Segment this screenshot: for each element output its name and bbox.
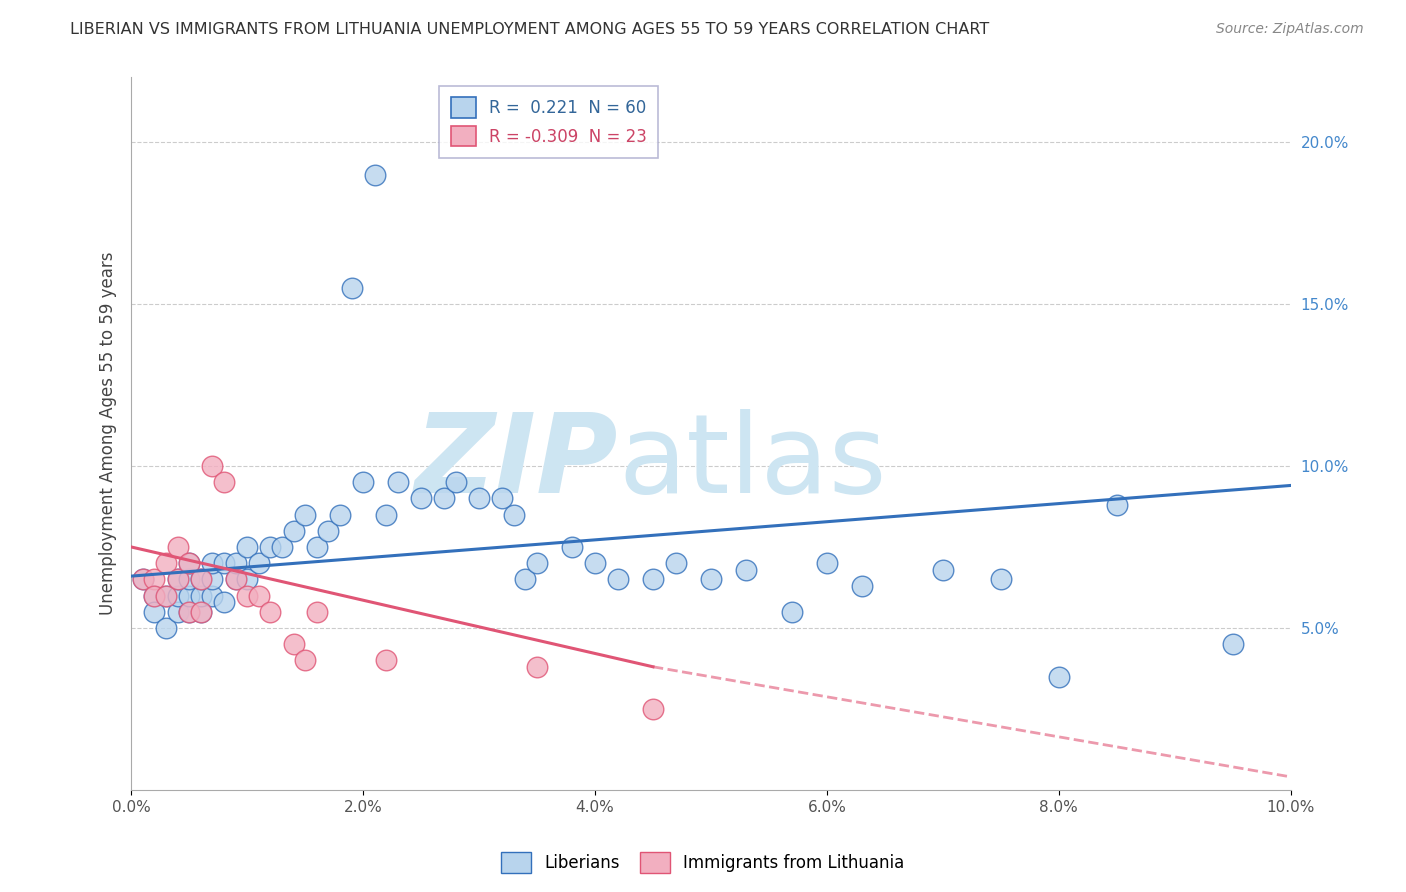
Point xyxy=(1105,498,1128,512)
Point xyxy=(491,491,513,506)
Legend: Liberians, Immigrants from Lithuania: Liberians, Immigrants from Lithuania xyxy=(495,846,911,880)
Point xyxy=(526,660,548,674)
Point xyxy=(583,556,606,570)
Point xyxy=(201,573,224,587)
Point xyxy=(387,475,409,490)
Point xyxy=(201,589,224,603)
Point xyxy=(641,702,664,716)
Text: LIBERIAN VS IMMIGRANTS FROM LITHUANIA UNEMPLOYMENT AMONG AGES 55 TO 59 YEARS COR: LIBERIAN VS IMMIGRANTS FROM LITHUANIA UN… xyxy=(70,22,990,37)
Point xyxy=(155,589,177,603)
Point xyxy=(179,589,201,603)
Point xyxy=(179,556,201,570)
Text: atlas: atlas xyxy=(619,409,887,516)
Point xyxy=(166,573,188,587)
Point xyxy=(179,605,201,619)
Point xyxy=(815,556,838,570)
Point xyxy=(734,563,756,577)
Point xyxy=(700,573,723,587)
Point xyxy=(190,589,212,603)
Text: Source: ZipAtlas.com: Source: ZipAtlas.com xyxy=(1216,22,1364,37)
Point xyxy=(247,556,270,570)
Point xyxy=(225,573,247,587)
Point xyxy=(190,605,212,619)
Point xyxy=(190,605,212,619)
Point xyxy=(225,573,247,587)
Point xyxy=(143,573,166,587)
Point xyxy=(190,573,212,587)
Point xyxy=(190,573,212,587)
Point xyxy=(283,524,305,538)
Point xyxy=(179,573,201,587)
Point xyxy=(236,589,259,603)
Point xyxy=(1047,669,1070,683)
Point xyxy=(665,556,688,570)
Point xyxy=(340,281,363,295)
Point xyxy=(166,540,188,554)
Point xyxy=(526,556,548,570)
Point xyxy=(607,573,630,587)
Point xyxy=(502,508,524,522)
Point xyxy=(851,579,873,593)
Point xyxy=(212,595,235,609)
Point xyxy=(201,458,224,473)
Point xyxy=(247,589,270,603)
Point xyxy=(352,475,374,490)
Point xyxy=(166,589,188,603)
Point xyxy=(294,508,316,522)
Point xyxy=(155,589,177,603)
Point xyxy=(990,573,1012,587)
Point xyxy=(143,589,166,603)
Point xyxy=(468,491,491,506)
Point xyxy=(433,491,456,506)
Point xyxy=(179,556,201,570)
Point xyxy=(236,573,259,587)
Point xyxy=(444,475,467,490)
Point xyxy=(155,556,177,570)
Text: ZIP: ZIP xyxy=(415,409,619,516)
Point xyxy=(305,605,328,619)
Point xyxy=(271,540,294,554)
Point xyxy=(132,573,155,587)
Point xyxy=(212,475,235,490)
Point xyxy=(155,621,177,635)
Point xyxy=(132,573,155,587)
Legend: R =  0.221  N = 60, R = -0.309  N = 23: R = 0.221 N = 60, R = -0.309 N = 23 xyxy=(439,86,658,158)
Point xyxy=(143,605,166,619)
Point xyxy=(166,573,188,587)
Point xyxy=(294,653,316,667)
Point xyxy=(329,508,352,522)
Point xyxy=(1222,637,1244,651)
Y-axis label: Unemployment Among Ages 55 to 59 years: Unemployment Among Ages 55 to 59 years xyxy=(100,252,117,615)
Point xyxy=(143,589,166,603)
Point xyxy=(166,605,188,619)
Point xyxy=(318,524,340,538)
Point xyxy=(305,540,328,554)
Point xyxy=(259,605,281,619)
Point xyxy=(236,540,259,554)
Point xyxy=(780,605,803,619)
Point xyxy=(375,653,398,667)
Point xyxy=(375,508,398,522)
Point xyxy=(179,605,201,619)
Point xyxy=(212,556,235,570)
Point xyxy=(259,540,281,554)
Point xyxy=(641,573,664,587)
Point xyxy=(515,573,537,587)
Point xyxy=(201,556,224,570)
Point xyxy=(561,540,583,554)
Point xyxy=(932,563,955,577)
Point xyxy=(411,491,433,506)
Point xyxy=(283,637,305,651)
Point xyxy=(364,168,387,182)
Point xyxy=(225,556,247,570)
